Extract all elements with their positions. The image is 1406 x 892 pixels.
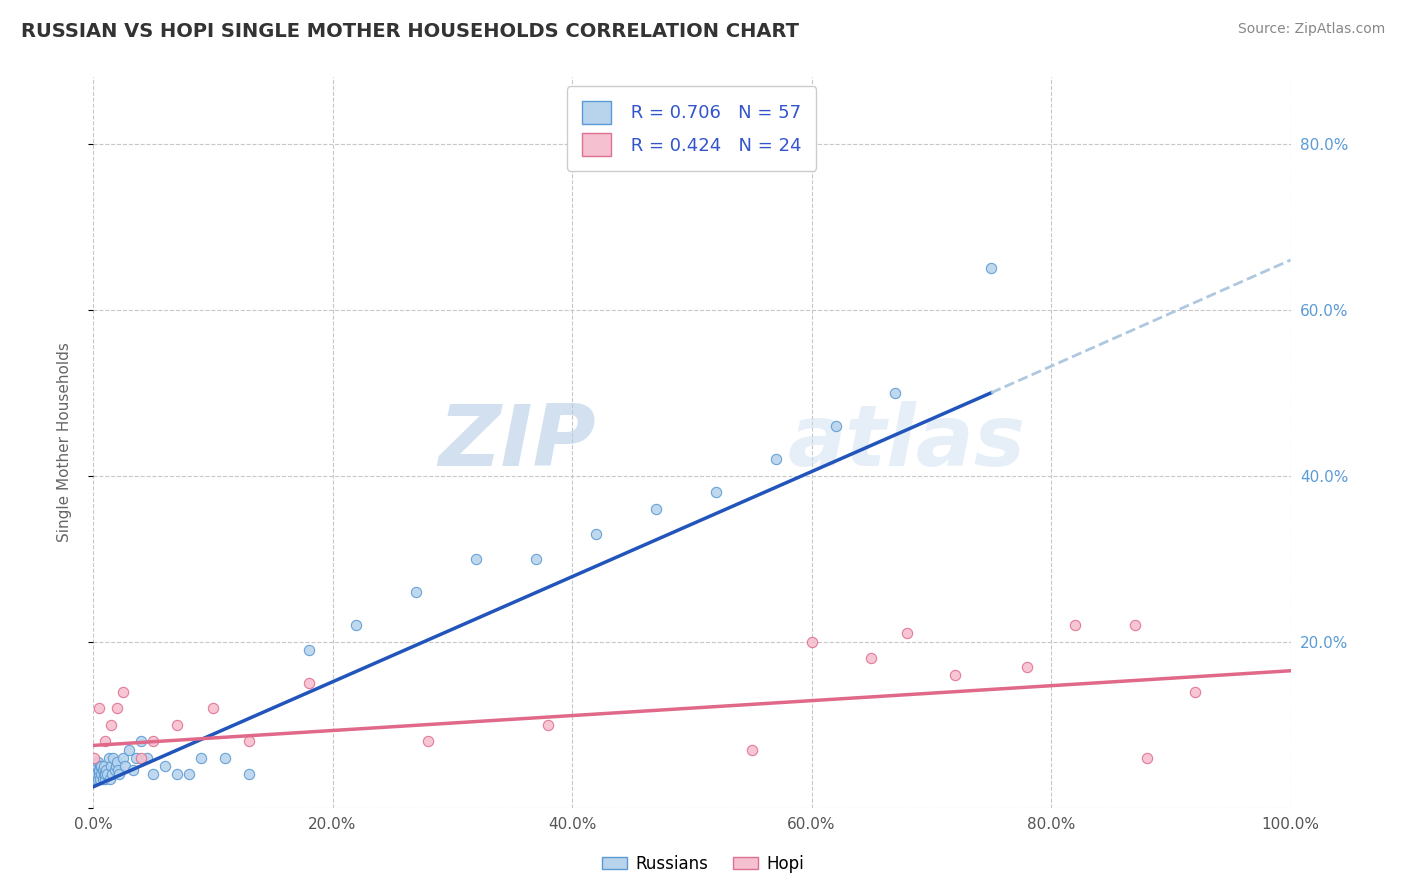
Point <box>103 751 125 765</box>
Text: atlas: atlas <box>787 401 1026 484</box>
Point <box>100 759 122 773</box>
Point <box>1136 751 1159 765</box>
Point <box>96 764 118 778</box>
Point <box>297 676 319 690</box>
Point <box>405 585 427 599</box>
Point <box>105 701 128 715</box>
Point <box>346 618 368 632</box>
Y-axis label: Single Mother Households: Single Mother Households <box>58 343 72 542</box>
Point <box>87 755 110 769</box>
Point <box>214 751 236 765</box>
Legend: Russians, Hopi: Russians, Hopi <box>595 848 811 880</box>
Point <box>125 751 148 765</box>
Point <box>177 767 200 781</box>
Point <box>741 742 763 756</box>
Point <box>114 759 136 773</box>
Point <box>465 551 488 566</box>
Point <box>129 751 152 765</box>
Point <box>142 734 165 748</box>
Point <box>97 751 120 765</box>
Point <box>860 651 883 665</box>
Legend:  R = 0.706   N = 57,  R = 0.424   N = 24: R = 0.706 N = 57, R = 0.424 N = 24 <box>568 87 815 170</box>
Point <box>107 764 129 778</box>
Point <box>86 759 108 773</box>
Point <box>153 759 176 773</box>
Point <box>86 767 108 781</box>
Point <box>100 717 122 731</box>
Point <box>800 634 823 648</box>
Point <box>943 668 966 682</box>
Point <box>104 759 127 773</box>
Point <box>190 751 212 765</box>
Point <box>91 764 114 778</box>
Point <box>98 772 121 786</box>
Point <box>1017 659 1039 673</box>
Point <box>1123 618 1146 632</box>
Point <box>824 419 846 434</box>
Point <box>87 772 110 786</box>
Point <box>121 764 143 778</box>
Point <box>105 755 128 769</box>
Point <box>84 764 107 778</box>
Point <box>89 759 111 773</box>
Point <box>101 767 124 781</box>
Point <box>1064 618 1087 632</box>
Point <box>94 767 117 781</box>
Point <box>201 701 224 715</box>
Point <box>884 385 907 400</box>
Point <box>93 759 115 773</box>
Point <box>83 767 105 781</box>
Text: RUSSIAN VS HOPI SINGLE MOTHER HOUSEHOLDS CORRELATION CHART: RUSSIAN VS HOPI SINGLE MOTHER HOUSEHOLDS… <box>21 22 799 41</box>
Point <box>83 751 105 765</box>
Point <box>166 717 188 731</box>
Point <box>103 764 125 778</box>
Point <box>96 767 118 781</box>
Point <box>765 452 787 467</box>
Point <box>93 767 115 781</box>
Point <box>94 772 117 786</box>
Point <box>238 767 260 781</box>
Point <box>896 626 918 640</box>
Point <box>238 734 260 748</box>
Point <box>90 759 112 773</box>
Text: Source: ZipAtlas.com: Source: ZipAtlas.com <box>1237 22 1385 37</box>
Point <box>537 717 560 731</box>
Point <box>142 767 165 781</box>
Point <box>111 751 134 765</box>
Point <box>118 742 141 756</box>
Point <box>90 767 112 781</box>
Text: ZIP: ZIP <box>439 401 596 484</box>
Point <box>418 734 440 748</box>
Point <box>585 526 607 541</box>
Point <box>89 772 111 786</box>
Point <box>1184 684 1206 698</box>
Point <box>87 701 110 715</box>
Point <box>704 485 727 500</box>
Point <box>84 772 107 786</box>
Point <box>108 767 131 781</box>
Point <box>980 261 1002 276</box>
Point <box>644 502 666 516</box>
Point <box>166 767 188 781</box>
Point <box>135 751 157 765</box>
Point <box>87 767 110 781</box>
Point <box>129 734 152 748</box>
Point <box>94 734 117 748</box>
Point <box>524 551 547 566</box>
Point <box>297 643 319 657</box>
Point <box>111 684 134 698</box>
Point <box>91 772 114 786</box>
Point <box>87 764 110 778</box>
